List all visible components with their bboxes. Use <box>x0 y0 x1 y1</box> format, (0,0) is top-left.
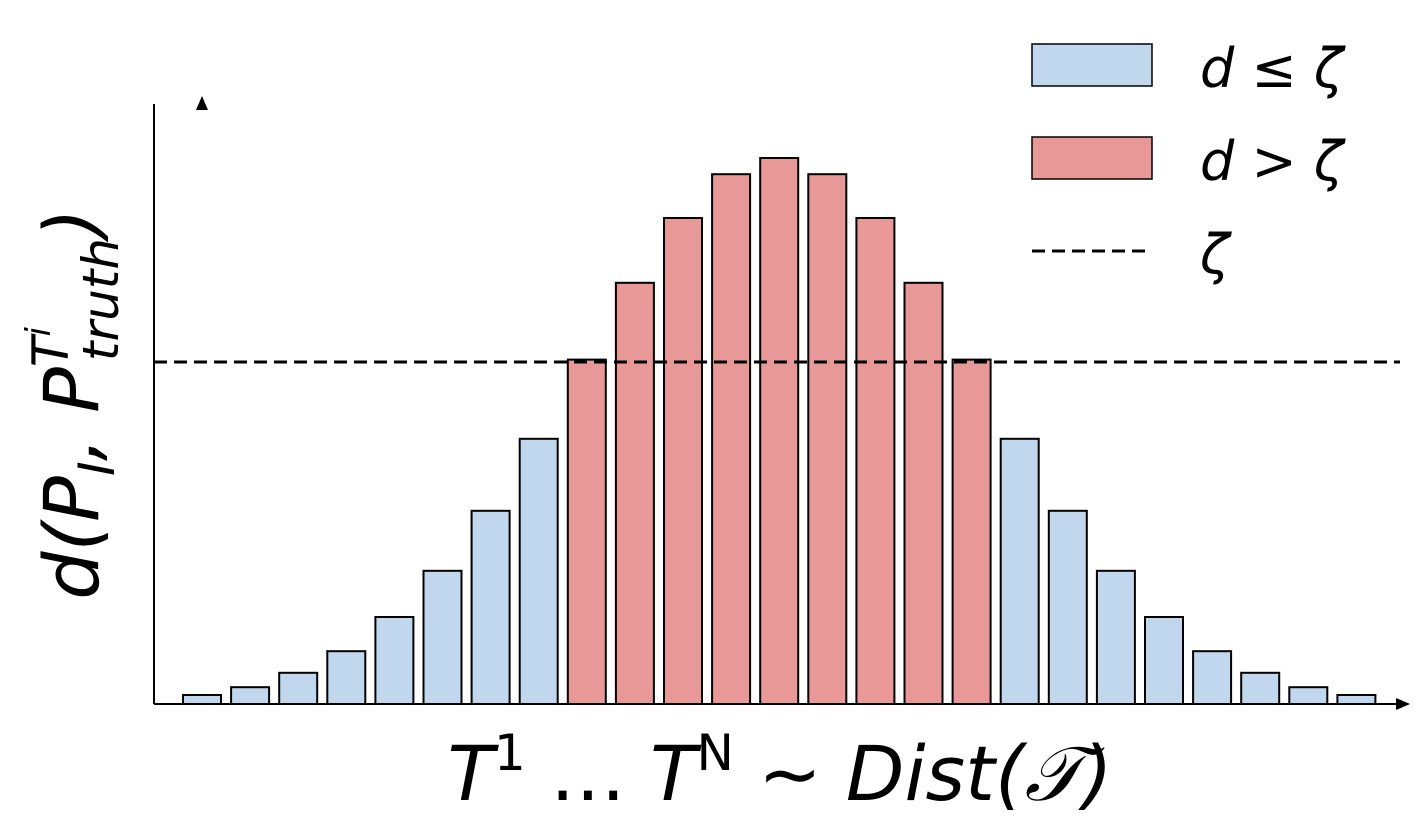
y-axis-arrow <box>196 96 208 110</box>
x-axis-arrow <box>1396 698 1410 710</box>
bar-2 <box>230 686 271 706</box>
bar-15 <box>855 217 896 705</box>
bar-24 <box>1288 686 1329 706</box>
bar-23 <box>1240 671 1281 705</box>
x-axis-label: T1 … TN ∼ Dist(𝒯) <box>448 724 1113 818</box>
bar-22 <box>1192 650 1233 706</box>
bar-11 <box>663 217 703 705</box>
bar-8 <box>518 437 559 705</box>
legend: d ≤ ζ d > ζ ζ <box>1031 37 1346 286</box>
bar-10 <box>614 281 655 705</box>
bar-19 <box>1047 509 1088 705</box>
y-axis-label: d(PI, PTi truth) <box>19 208 130 599</box>
bars-group <box>182 157 1377 706</box>
legend-label-threshold: ζ <box>1199 223 1232 286</box>
bar-18 <box>999 437 1040 705</box>
bar-17 <box>951 358 992 705</box>
bar-12 <box>711 173 752 705</box>
bar-9 <box>566 358 607 705</box>
bar-13 <box>759 157 800 705</box>
legend-swatch-above <box>1031 136 1153 180</box>
legend-label-below: d ≤ ζ <box>1200 37 1346 100</box>
bar-14 <box>807 173 848 705</box>
legend-swatch-below <box>1031 43 1153 87</box>
bar-6 <box>422 569 463 705</box>
bar-1 <box>182 694 222 705</box>
bar-7 <box>470 509 511 705</box>
bar-21 <box>1144 616 1184 705</box>
bar-5 <box>374 616 415 705</box>
legend-label-above: d > ζ <box>1200 130 1346 193</box>
bar-25 <box>1336 694 1377 705</box>
bar-20 <box>1095 569 1136 705</box>
bar-16 <box>903 281 944 705</box>
bar-3 <box>278 671 319 705</box>
bar-4 <box>326 650 367 706</box>
